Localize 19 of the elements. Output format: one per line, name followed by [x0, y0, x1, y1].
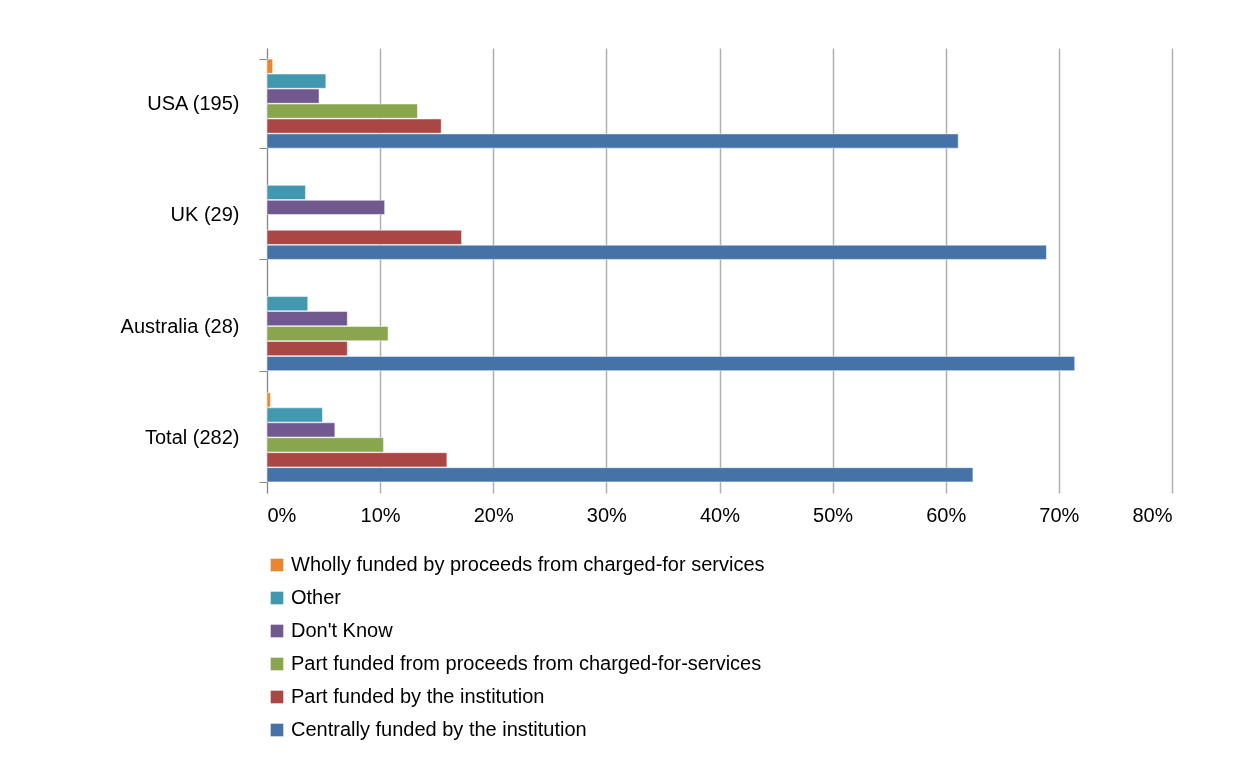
- x-tick-label: 50%: [813, 503, 854, 526]
- y-tick-label: USA (195): [147, 92, 240, 115]
- x-tick-label: 30%: [586, 503, 628, 526]
- legend-label: Part funded by the institution: [291, 685, 545, 707]
- y-tick-label: UK (29): [170, 203, 240, 226]
- y-tick-label: Total (282): [145, 425, 240, 448]
- x-tick-label: 0%: [267, 503, 297, 526]
- x-tick-label: 70%: [1039, 503, 1080, 526]
- legend-label: Don't Know: [291, 619, 394, 641]
- legend-label: Wholly funded by proceeds from charged-for services: [291, 553, 765, 575]
- x-tick-label: 40%: [699, 503, 741, 526]
- x-tick-label: 20%: [473, 503, 514, 526]
- legend-label: Centrally funded by the institution: [291, 718, 587, 740]
- legend-label: Other: [291, 586, 342, 608]
- x-tick-label: 10%: [360, 503, 401, 526]
- y-tick-label: Australia (28): [120, 314, 240, 337]
- legend-label: Part funded from proceeds from charged-for-services: [291, 652, 762, 674]
- x-tick-label: 80%: [1132, 503, 1173, 526]
- x-tick-label: 60%: [926, 503, 967, 526]
